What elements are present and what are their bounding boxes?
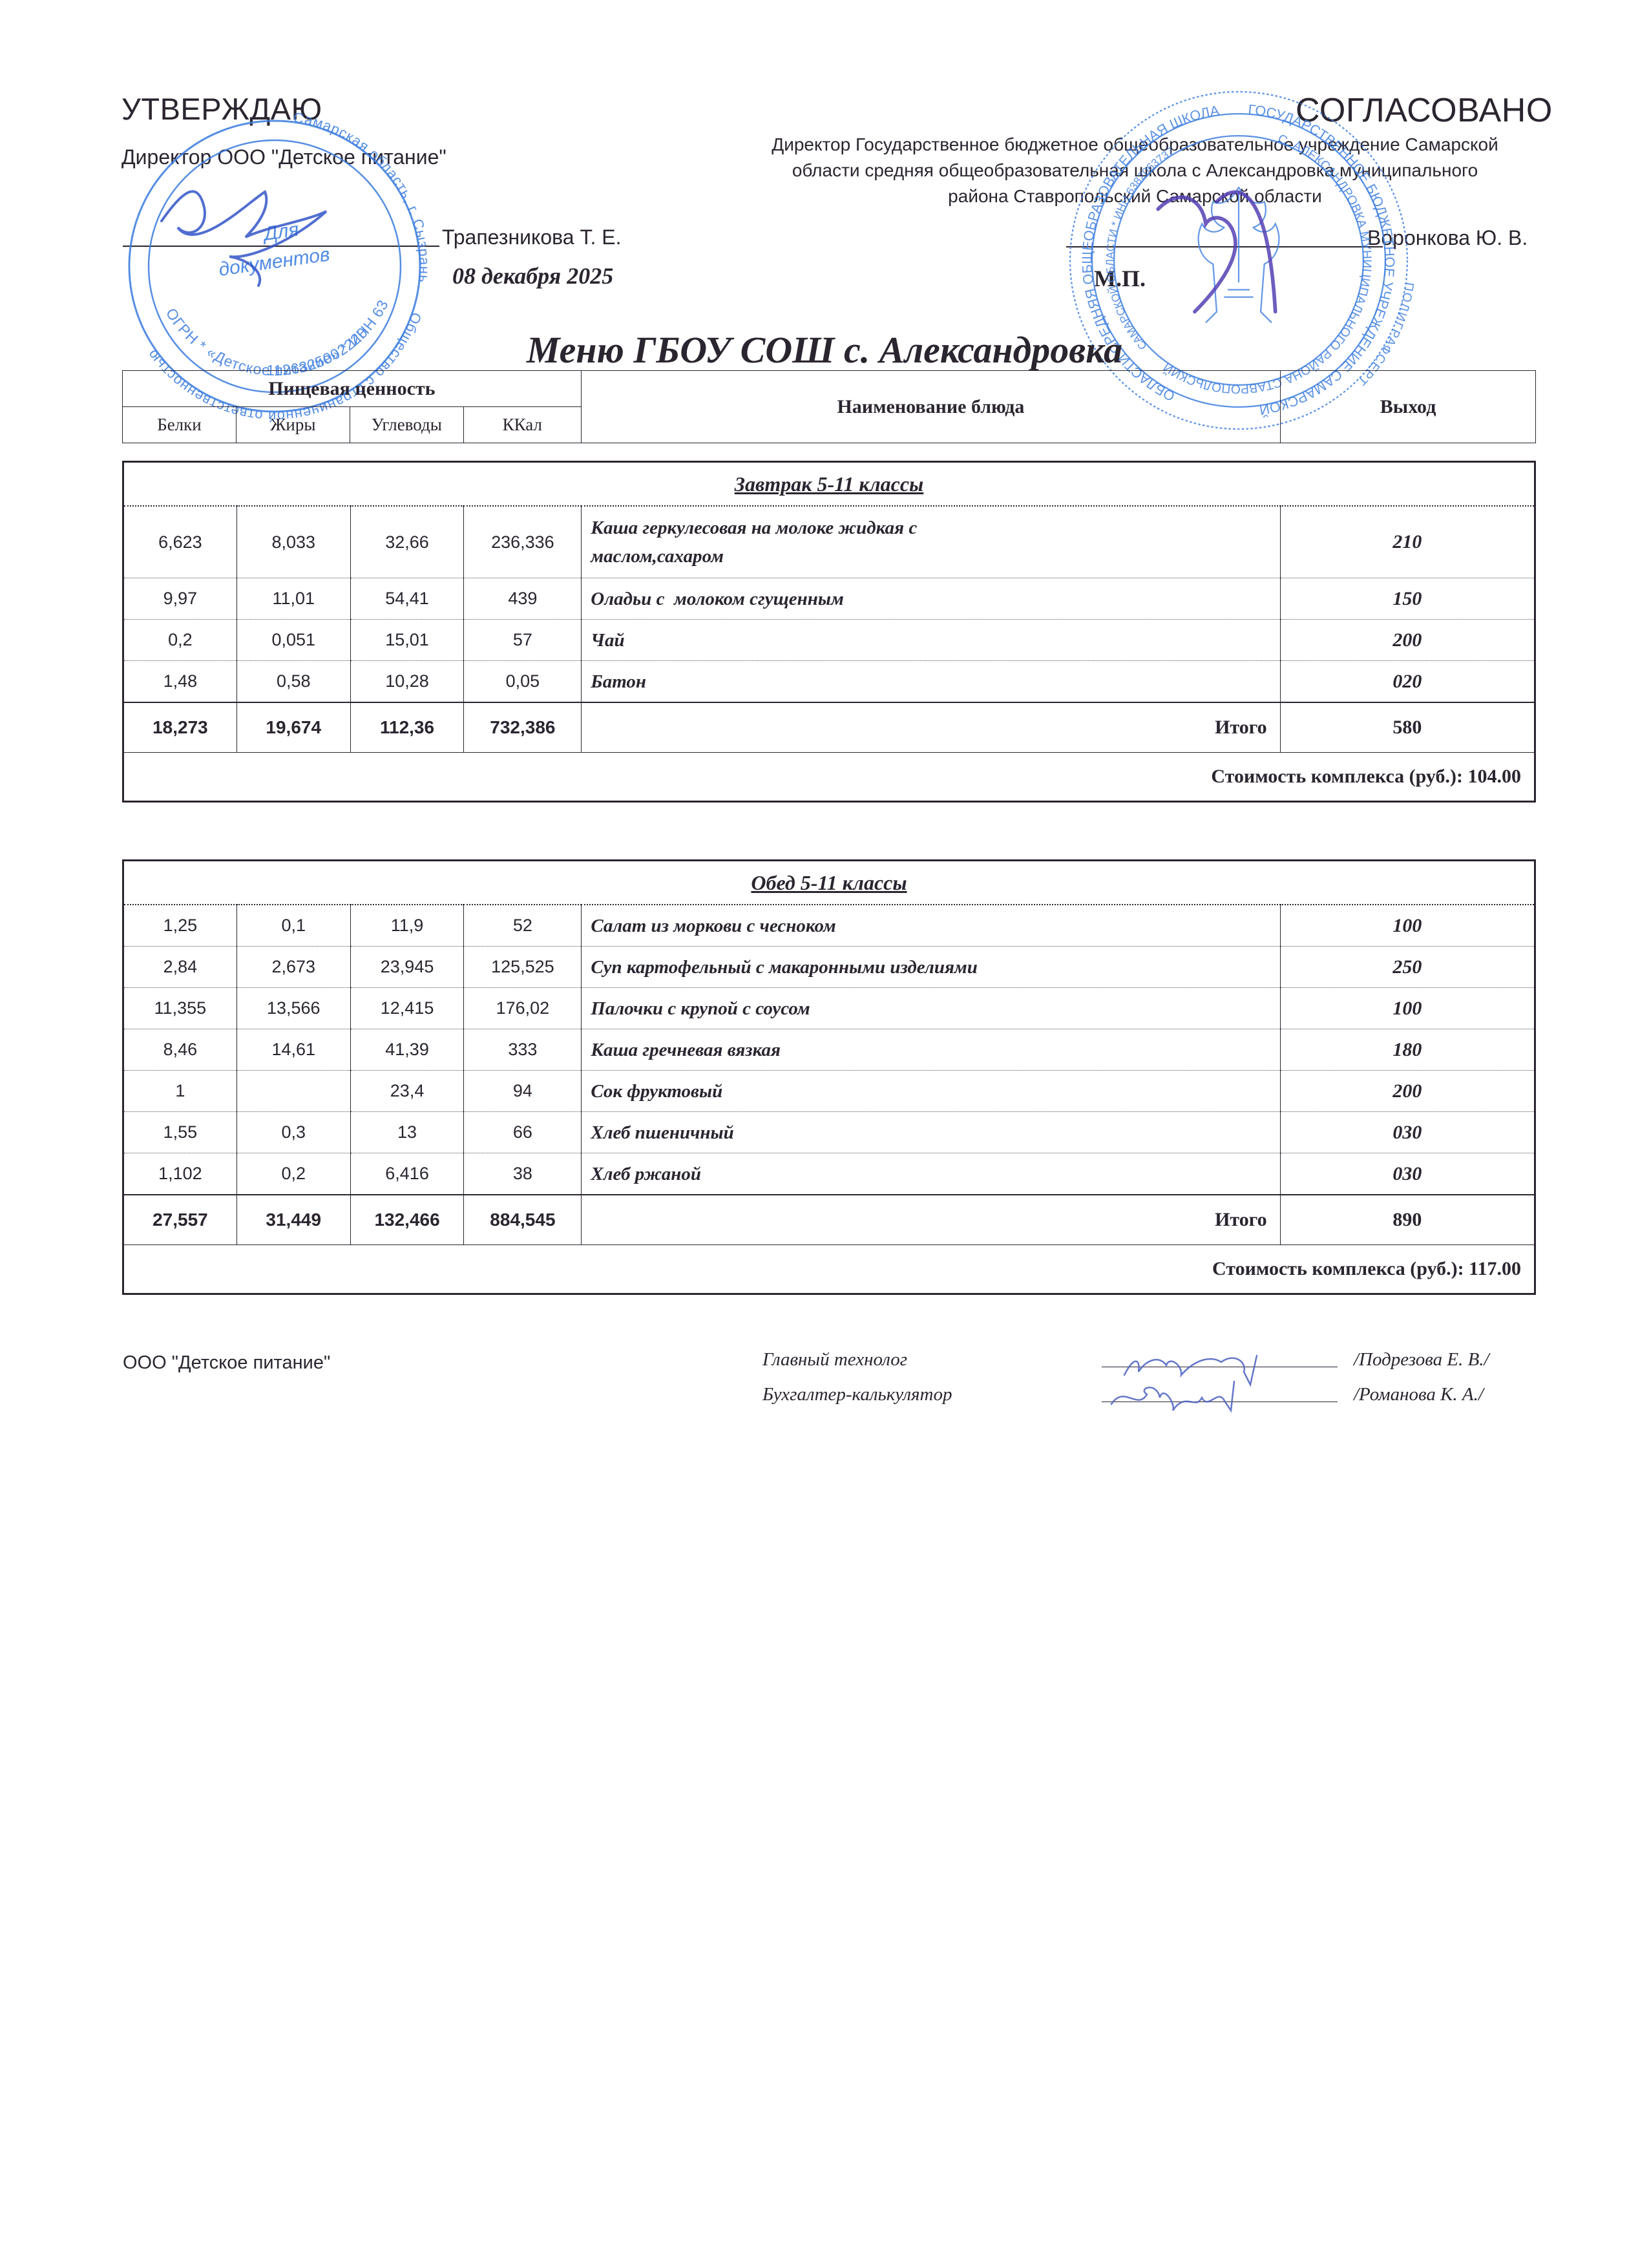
svg-text:документов: документов <box>217 244 331 280</box>
